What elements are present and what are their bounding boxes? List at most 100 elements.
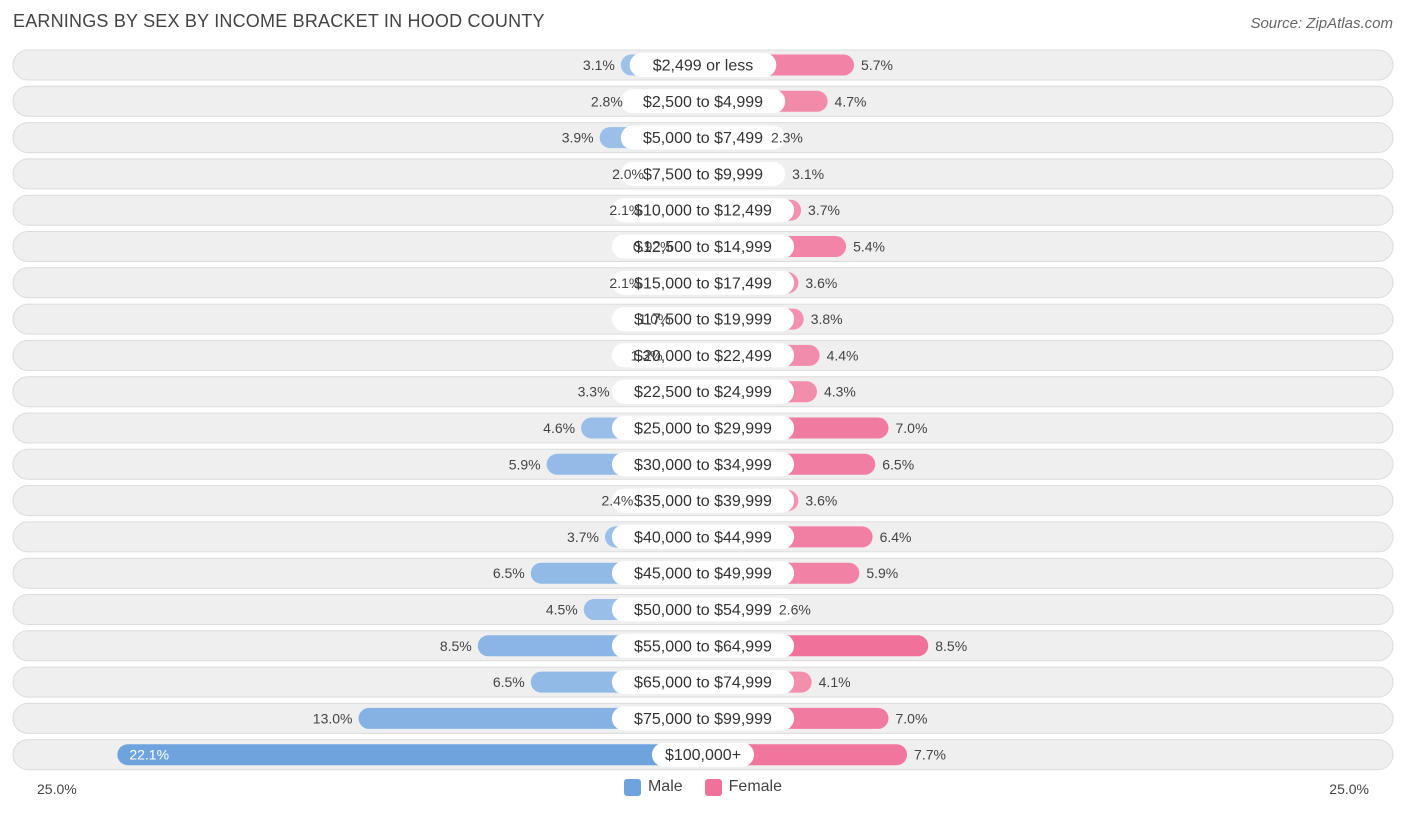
male-value-label: 3.7% bbox=[567, 529, 599, 545]
male-value-label: 22.1% bbox=[129, 747, 169, 763]
female-value-label: 5.7% bbox=[861, 57, 893, 73]
male-value-label: 1.0% bbox=[639, 311, 671, 327]
male-value-label: 5.9% bbox=[509, 456, 541, 472]
table-row[interactable]: $40,000 to $44,999 3.7% 6.4% bbox=[12, 521, 1394, 553]
table-row[interactable]: $2,499 or less 3.1% 5.7% bbox=[12, 49, 1394, 81]
table-row[interactable]: $55,000 to $64,999 8.5% 8.5% bbox=[12, 630, 1394, 662]
category-label-pill bbox=[611, 343, 795, 368]
table-row[interactable]: $50,000 to $54,999 4.5% 2.6% bbox=[12, 594, 1394, 625]
legend-swatch-female bbox=[704, 778, 722, 796]
category-label: $45,000 to $49,999 bbox=[634, 566, 772, 583]
male-value-label: 8.5% bbox=[440, 638, 472, 654]
category-label-pill bbox=[620, 89, 786, 114]
male-value-label: 6.5% bbox=[493, 565, 525, 581]
male-value-label: 1.3% bbox=[631, 347, 663, 363]
category-label: $35,000 to $39,999 bbox=[634, 493, 772, 510]
category-label: $10,000 to $12,499 bbox=[634, 203, 772, 220]
female-value-label: 8.5% bbox=[935, 638, 967, 654]
female-value-label: 7.0% bbox=[896, 420, 928, 436]
male-value-label: 3.1% bbox=[583, 57, 615, 73]
male-value-label: 4.5% bbox=[546, 602, 578, 618]
female-value-label: 6.5% bbox=[882, 456, 914, 472]
female-value-label: 7.7% bbox=[914, 747, 946, 763]
category-label-pill bbox=[611, 270, 795, 295]
male-value-label: 2.1% bbox=[609, 202, 641, 218]
male-value-label: 4.6% bbox=[543, 420, 575, 436]
male-value-label: 2.1% bbox=[609, 275, 641, 291]
category-label-pill bbox=[611, 633, 795, 658]
category-label: $5,000 to $7,499 bbox=[643, 130, 763, 147]
category-label: $2,500 to $4,999 bbox=[643, 94, 763, 111]
table-row[interactable]: $65,000 to $74,999 6.5% 4.1% bbox=[12, 666, 1394, 698]
category-label: $65,000 to $74,999 bbox=[634, 675, 772, 692]
category-label: $22,500 to $24,999 bbox=[634, 384, 772, 401]
female-value-label: 4.7% bbox=[835, 93, 867, 109]
chart-area: $2,499 or less 3.1% 5.7% $2,500 to $4,999 2.… bbox=[12, 49, 1394, 771]
female-value-label: 6.4% bbox=[880, 529, 912, 545]
category-label-pill bbox=[651, 742, 755, 767]
table-row[interactable]: $45,000 to $49,999 6.5% 5.9% bbox=[12, 557, 1394, 589]
category-label: $30,000 to $34,999 bbox=[634, 457, 772, 474]
legend-swatch-male bbox=[623, 778, 641, 796]
female-value-label: 3.1% bbox=[792, 166, 824, 182]
category-label: $12,500 to $14,999 bbox=[634, 239, 772, 256]
category-label-pill bbox=[611, 706, 795, 731]
male-value-label: 3.9% bbox=[562, 130, 594, 146]
category-label: $17,500 to $19,999 bbox=[634, 312, 772, 329]
male-bar bbox=[117, 744, 704, 766]
legend: Male Female bbox=[0, 778, 1406, 796]
table-row[interactable]: $25,000 to $29,999 4.6% 7.0% bbox=[12, 412, 1394, 444]
female-value-label: 2.6% bbox=[779, 602, 811, 618]
category-label-pill bbox=[611, 670, 795, 695]
female-value-label: 2.3% bbox=[771, 130, 803, 146]
female-value-label: 3.8% bbox=[811, 311, 843, 327]
female-value-label: 4.3% bbox=[824, 384, 856, 400]
table-row[interactable]: $5,000 to $7,499 3.9% 2.3% bbox=[12, 122, 1394, 154]
legend-item-female[interactable]: Female bbox=[704, 778, 782, 796]
category-label-pill bbox=[611, 234, 795, 259]
category-label: $20,000 to $22,499 bbox=[634, 348, 772, 365]
female-bar bbox=[703, 744, 908, 766]
table-row[interactable]: $30,000 to $34,999 5.9% 6.5% bbox=[12, 448, 1394, 480]
female-value-label: 3.6% bbox=[805, 275, 837, 291]
legend-item-male[interactable]: Male bbox=[623, 778, 683, 796]
category-label-pill bbox=[620, 125, 786, 150]
category-label-pill bbox=[611, 379, 795, 404]
table-row[interactable]: $100,000+ 22.1% 7.7% bbox=[12, 739, 1394, 771]
male-value-label: 6.5% bbox=[493, 674, 525, 690]
legend-label-male: Male bbox=[647, 778, 683, 795]
chart-title: EARNINGS BY SEX BY INCOME BRACKET IN HOO… bbox=[13, 11, 545, 31]
female-value-label: 4.4% bbox=[827, 347, 859, 363]
category-label: $2,499 or less bbox=[653, 58, 754, 75]
male-value-label: 0.92% bbox=[633, 239, 673, 255]
category-label-pill bbox=[629, 53, 777, 77]
category-label: $55,000 to $64,999 bbox=[634, 638, 772, 655]
category-label-pill bbox=[611, 488, 795, 513]
category-label-pill bbox=[611, 416, 795, 440]
category-label: $50,000 to $54,999 bbox=[634, 602, 772, 619]
female-value-label: 4.1% bbox=[819, 674, 851, 690]
axis-left-label: 25.0% bbox=[37, 781, 77, 797]
female-value-label: 7.0% bbox=[896, 710, 928, 726]
table-row[interactable]: $2,500 to $4,999 2.8% 4.7% bbox=[12, 85, 1394, 117]
table-row[interactable]: $75,000 to $99,999 13.0% 7.0% bbox=[12, 702, 1394, 734]
source-note: Source: ZipAtlas.com bbox=[1250, 15, 1393, 32]
category-label: $75,000 to $99,999 bbox=[634, 711, 772, 728]
male-value-label: 2.4% bbox=[601, 493, 633, 509]
category-label: $40,000 to $44,999 bbox=[634, 529, 772, 546]
table-row[interactable]: $22,500 to $24,999 3.3% 4.3% bbox=[12, 376, 1394, 408]
category-label-pill bbox=[611, 561, 795, 586]
category-label: $7,500 to $9,999 bbox=[643, 166, 763, 183]
female-value-label: 3.6% bbox=[805, 493, 837, 509]
category-label-pill bbox=[611, 452, 795, 477]
category-label-pill bbox=[611, 524, 795, 549]
category-label-pill bbox=[611, 597, 795, 622]
male-value-label: 13.0% bbox=[313, 710, 353, 726]
